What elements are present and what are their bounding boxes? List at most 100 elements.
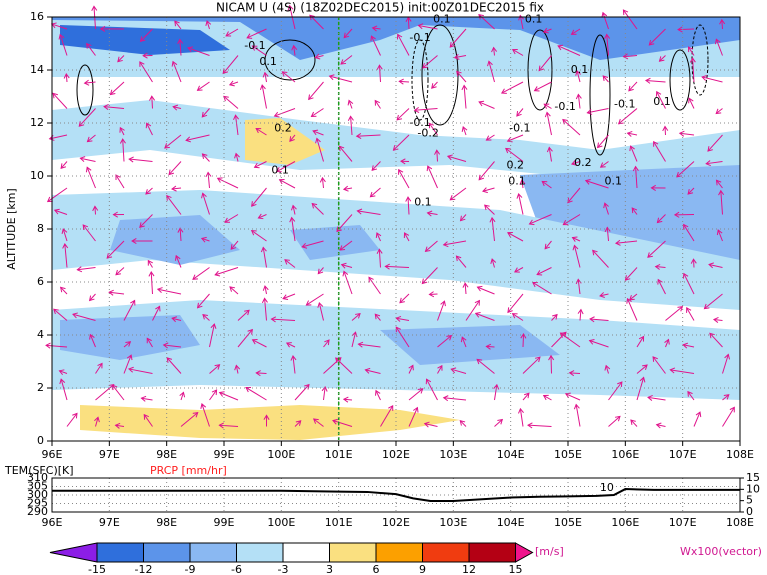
wind-vector [408, 407, 418, 427]
wind-vector-head [257, 213, 264, 220]
wind-vector-head [577, 308, 584, 315]
wind-vector [49, 134, 68, 140]
colorbar-cell [236, 542, 284, 563]
wind-vector-head [230, 244, 237, 250]
wind-vector [115, 424, 125, 427]
wind-vector-head [143, 413, 150, 420]
wind-vector [602, 12, 609, 30]
wind-vector [171, 187, 182, 190]
wind-vector [128, 368, 153, 374]
colorbar-label: 15 [509, 563, 523, 575]
wind-vector-head [622, 9, 629, 16]
wind-vector-head [109, 89, 116, 96]
wind-vector [514, 267, 524, 273]
wind-vector-head [652, 356, 658, 362]
wind-vector [518, 193, 524, 215]
wind-vector [635, 166, 638, 189]
wind-vector [421, 267, 438, 284]
wind-vector [59, 34, 68, 56]
wind-vector [565, 393, 581, 401]
wind-vector-head [89, 333, 95, 340]
wind-vector [706, 161, 723, 165]
wind-vector-head [542, 394, 549, 401]
x-tick-label: 102E [382, 448, 410, 461]
wind-vector [380, 405, 394, 427]
wind-vector-head [58, 369, 65, 375]
wind-vector-head [196, 85, 203, 91]
wind-vector [166, 195, 182, 215]
wind-vector-head [714, 38, 721, 45]
contour-label: -0.2 [417, 127, 438, 140]
wind-vector [262, 247, 267, 268]
wind-vector [187, 47, 210, 56]
wind-vector-head [338, 145, 345, 152]
wind-vector [437, 301, 445, 321]
wind-vector-head [251, 201, 257, 207]
wind-vector-head [171, 60, 178, 67]
wind-vector-head [289, 136, 295, 142]
wind-vector-head [478, 174, 485, 181]
wind-vector [600, 161, 609, 168]
left-axis-label: TEM(SFC)[K] [4, 464, 74, 477]
wind-vector [425, 240, 438, 252]
wind-vector [721, 19, 723, 30]
wind-vector [112, 384, 125, 401]
wind-vector-head [505, 147, 511, 154]
wind-vector-head [388, 405, 394, 411]
wind-vector-head [290, 355, 297, 361]
wind-vector-head [171, 316, 178, 323]
wind-vector [665, 306, 683, 321]
wind-vector-head [729, 406, 735, 413]
wind-vector-head [255, 370, 261, 377]
wind-vector [54, 209, 68, 215]
wind-vector [80, 157, 96, 162]
wind-vector [704, 293, 723, 309]
wind-vector [95, 417, 99, 427]
wind-vector [608, 381, 623, 401]
colorbar-cell [422, 542, 470, 563]
x-tick-label: 103E [439, 516, 467, 529]
wind-vector [546, 112, 552, 136]
wind-vector-head [342, 396, 349, 403]
wind-vector [655, 266, 666, 268]
wind-vector-head [319, 176, 326, 183]
wind-vector-head [112, 211, 119, 218]
x-tick-label: 105E [554, 448, 582, 461]
wind-vector [571, 161, 581, 165]
wind-vector [396, 108, 410, 121]
wind-vector [245, 387, 267, 401]
wind-vector [284, 259, 296, 268]
wind-vector-head [596, 142, 603, 149]
wind-vector-head [214, 270, 221, 277]
wind-vector-head [653, 140, 659, 147]
wind-vector-head [342, 185, 349, 192]
wind-vector-head [131, 238, 137, 245]
wind-vector-head [461, 84, 468, 91]
wind-vector [656, 424, 666, 427]
wind-vector-head [233, 114, 240, 121]
colorbar-label: -9 [185, 563, 196, 575]
wind-vector [688, 98, 695, 109]
contour-label: -0.1 [244, 39, 265, 52]
wind-vector [615, 240, 638, 244]
wind-vector [692, 58, 695, 83]
contour-label: 0.2 [574, 156, 592, 169]
wind-vector-head [478, 100, 485, 107]
wind-vector-head [687, 46, 694, 53]
colorbar-cell [515, 542, 534, 563]
wind-vector-head [513, 267, 520, 273]
wind-vector [512, 49, 524, 56]
wind-vector [315, 55, 324, 59]
wind-vector [312, 130, 324, 136]
wind-vector-head [142, 52, 148, 59]
wind-vector [449, 28, 467, 48]
wind-vector-head [139, 36, 146, 42]
wind-vector-head [364, 367, 371, 374]
wind-vector [569, 372, 581, 374]
wind-vector-head [59, 378, 66, 385]
wind-vector-head [82, 224, 89, 231]
y2-tick-label: 15 [746, 471, 760, 484]
wind-vector-head [632, 165, 639, 172]
wind-vector [437, 335, 452, 348]
